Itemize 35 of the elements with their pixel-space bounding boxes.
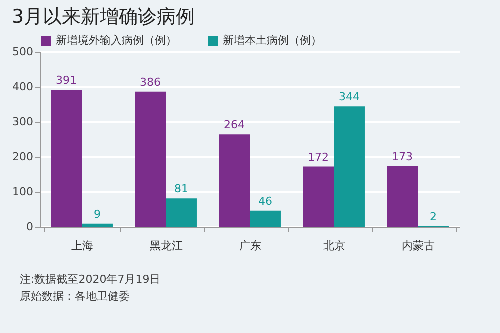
text: 注:数据截至2020年7月19日 [20, 272, 162, 288]
bar [250, 210, 281, 227]
data-label: 391 [56, 74, 78, 88]
data-label: 386 [140, 76, 162, 89]
y-tick-label: 300 [12, 116, 34, 128]
y-tick-label: 400 [12, 80, 34, 94]
data-label: 173 [392, 150, 414, 164]
data-label: 2 [430, 210, 437, 224]
bar [166, 198, 197, 227]
data-label: 264 [224, 118, 246, 132]
chart-title: 3月以来新增确诊病例 [12, 6, 196, 28]
x-tick-label: 上海 [72, 240, 94, 252]
x-tick-label: 黑龙江 [150, 240, 183, 252]
x-tick-label: 北京 [324, 240, 346, 252]
data-label: 46 [258, 194, 272, 208]
bar [334, 106, 365, 227]
text: 原始数据：各地卫健委 [20, 289, 131, 305]
y-tick-label: 100 [12, 186, 34, 198]
y-tick-label: 0 [26, 220, 34, 234]
bar [303, 166, 334, 227]
y-tick-label: 500 [12, 46, 34, 58]
y-tick-label: 200 [12, 150, 34, 164]
bar [135, 92, 166, 227]
data-label: 9 [94, 208, 101, 221]
bar [219, 134, 250, 227]
bar [82, 224, 113, 227]
x-tick-label: 广东 [240, 240, 262, 252]
bar [51, 90, 82, 227]
x-tick-label: 内蒙古 [402, 240, 435, 252]
data-label: 172 [308, 150, 330, 164]
data-label: 344 [338, 90, 360, 104]
data-label: 81 [174, 182, 188, 196]
legend-label: 新增本土病例（例） [223, 34, 322, 47]
bar [387, 166, 418, 227]
legend-label: 新增境外输入病例（例） [56, 34, 177, 47]
